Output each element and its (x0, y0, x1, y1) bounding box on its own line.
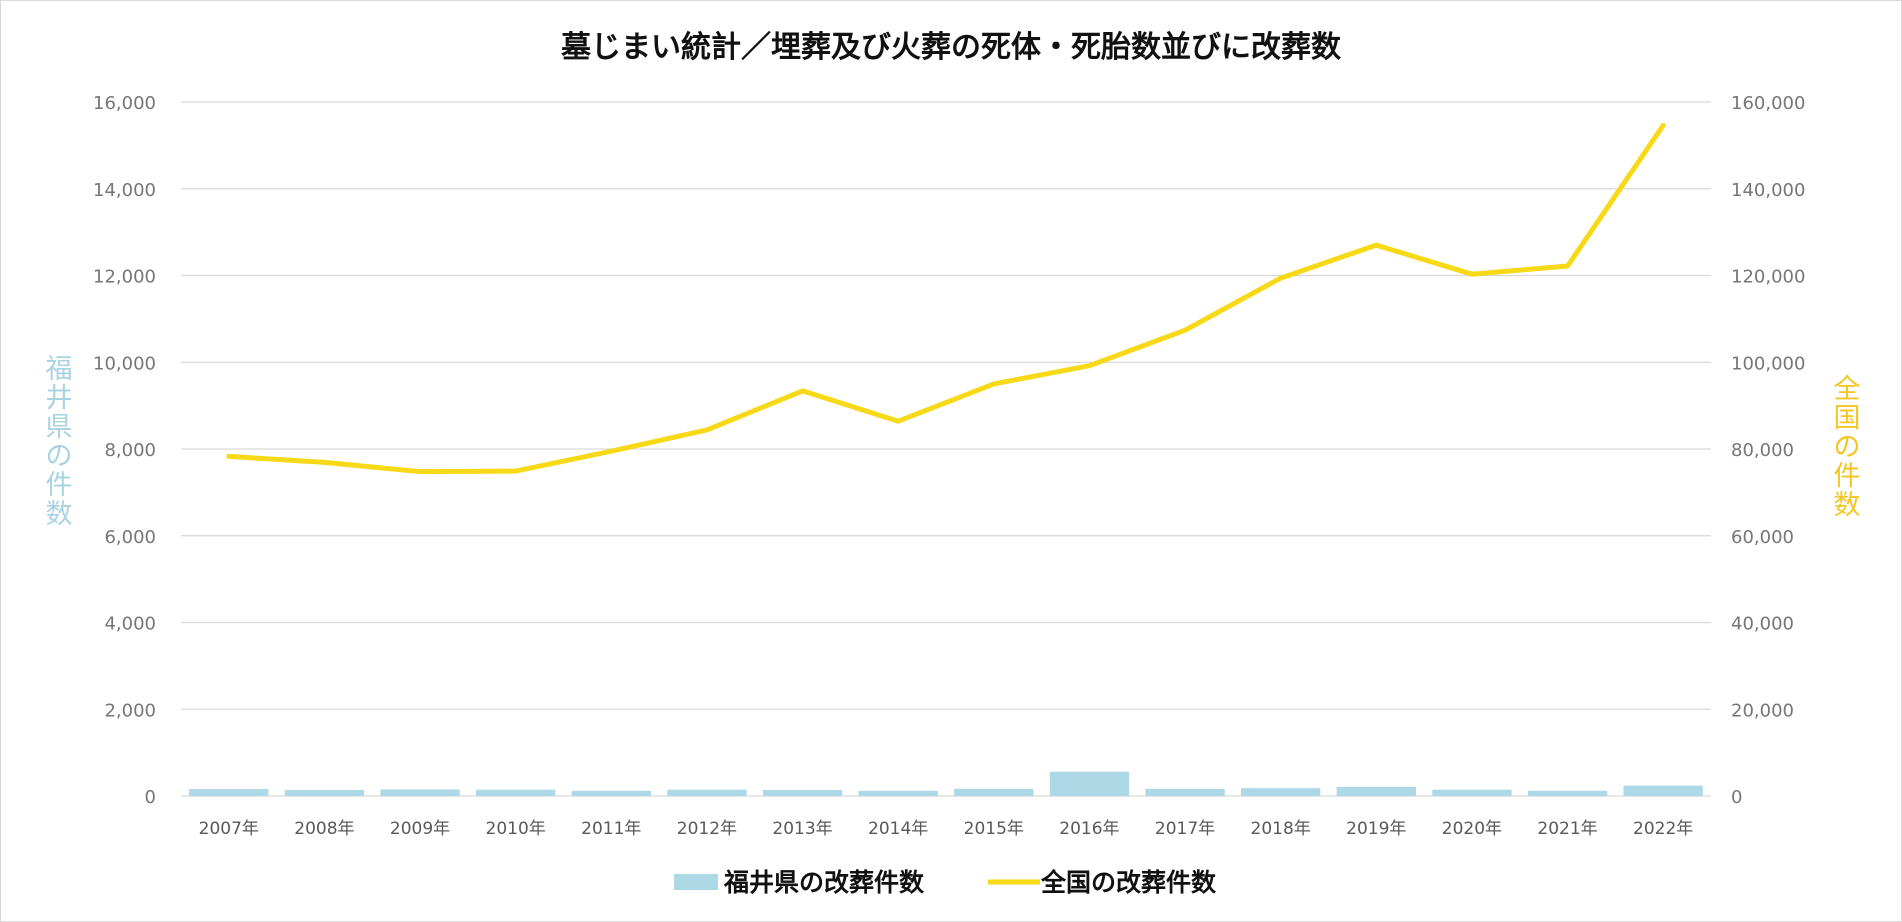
right-tick-label: 140,000 (1731, 180, 1805, 201)
x-tick-label: 2014年 (868, 819, 928, 839)
x-tick-label: 2017年 (1155, 819, 1215, 839)
x-tick-label: 2007年 (199, 819, 259, 839)
bar (189, 789, 269, 796)
axis-title-char: 数 (46, 499, 73, 530)
axis-title-char: の (1834, 432, 1861, 463)
x-tick-label: 2016年 (1059, 819, 1119, 839)
series-line (226, 122, 1666, 475)
axis-title-char: 件 (1834, 461, 1861, 492)
bar (380, 789, 460, 796)
right-tick-label: 160,000 (1731, 93, 1805, 114)
left-tick-label: 14,000 (93, 180, 156, 201)
left-axis-ticks: 0 2,000 4,000 6,000 8,000 10,000 12,000 14,000 1… (93, 93, 156, 808)
left-tick-label: 16,000 (93, 93, 156, 114)
bar (1432, 789, 1512, 796)
x-tick-label: 2018年 (1251, 819, 1311, 839)
legend-label-bar: 福井県の改葬件数 (723, 868, 925, 897)
x-tick-label: 2022年 (1633, 819, 1693, 839)
bar (1241, 788, 1321, 796)
x-tick-label: 2011年 (581, 819, 641, 839)
left-tick-label: 8,000 (104, 440, 156, 461)
axis-title-char: 数 (1834, 490, 1861, 521)
bar (858, 790, 938, 796)
bar (667, 789, 747, 796)
bar (1336, 786, 1416, 796)
left-tick-label: 4,000 (104, 614, 156, 635)
axis-title-char: 井 (46, 383, 73, 414)
bar (1145, 788, 1225, 796)
axis-title-char: 福 (46, 354, 73, 385)
legend: 福井県の改葬件数 全国の改葬件数 (674, 868, 1217, 897)
right-tick-label: 60,000 (1731, 527, 1794, 548)
x-tick-label: 2008年 (294, 819, 354, 839)
bar (762, 789, 843, 796)
gridlines (181, 101, 1711, 797)
right-tick-label: 120,000 (1731, 267, 1805, 288)
chart-title: 墓じまい統計／埋葬及び火葬の死体・死胎数並びに改葬数 (560, 30, 1342, 65)
right-tick-label: 40,000 (1731, 614, 1794, 635)
left-tick-label: 10,000 (93, 353, 156, 374)
left-tick-label: 0 (145, 787, 156, 808)
x-tick-label: 2015年 (964, 819, 1024, 839)
x-tick-label: 2019年 (1346, 819, 1406, 839)
bar (284, 789, 365, 796)
right-tick-label: 100,000 (1731, 353, 1805, 374)
bar (1623, 785, 1703, 796)
x-tick-label: 2020年 (1442, 819, 1502, 839)
left-tick-label: 6,000 (104, 527, 156, 548)
x-axis-ticks: 2007年 2008年 2009年 2010年 2011年 2012年 2013年 2014年… (199, 819, 1694, 839)
bar (571, 790, 651, 796)
x-tick-label: 2021年 (1537, 819, 1597, 839)
x-tick-label: 2010年 (486, 819, 546, 839)
axis-title-char: 件 (46, 470, 73, 501)
legend-label-line: 全国の改葬件数 (1040, 868, 1217, 897)
bar (1049, 771, 1130, 796)
bar-series (189, 771, 1703, 796)
right-tick-label: 0 (1731, 787, 1742, 808)
axis-title-char: 国 (1834, 403, 1861, 434)
axis-title-char: 全 (1834, 374, 1861, 405)
legend-swatch-bar (674, 874, 718, 890)
left-tick-label: 2,000 (104, 700, 156, 721)
right-tick-label: 80,000 (1731, 440, 1794, 461)
axis-title-char: の (46, 441, 73, 472)
x-tick-label: 2009年 (390, 819, 450, 839)
bar (954, 788, 1034, 796)
line-series (226, 122, 1666, 475)
left-tick-label: 12,000 (93, 267, 156, 288)
axis-title-char: 県 (46, 412, 73, 443)
x-tick-label: 2013年 (772, 819, 832, 839)
right-tick-label: 20,000 (1731, 700, 1794, 721)
bar (476, 789, 556, 796)
bar (1527, 790, 1608, 796)
right-axis-ticks: 0 20,000 40,000 60,000 80,000 100,000 120,000 1… (1731, 93, 1805, 808)
x-tick-label: 2012年 (677, 819, 737, 839)
